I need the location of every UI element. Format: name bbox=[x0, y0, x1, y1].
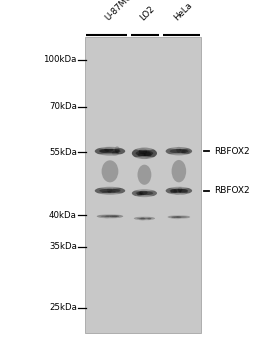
Ellipse shape bbox=[115, 146, 120, 153]
Ellipse shape bbox=[174, 216, 181, 219]
Ellipse shape bbox=[99, 149, 109, 153]
Ellipse shape bbox=[104, 216, 109, 219]
Text: 35kDa: 35kDa bbox=[49, 242, 77, 251]
Ellipse shape bbox=[166, 187, 192, 195]
Ellipse shape bbox=[169, 218, 188, 219]
Ellipse shape bbox=[104, 147, 113, 152]
Ellipse shape bbox=[171, 217, 175, 219]
Text: U-87MG: U-87MG bbox=[104, 0, 135, 23]
Ellipse shape bbox=[135, 219, 153, 221]
Ellipse shape bbox=[181, 151, 186, 154]
Ellipse shape bbox=[99, 149, 121, 153]
Ellipse shape bbox=[146, 218, 151, 220]
Ellipse shape bbox=[99, 189, 121, 193]
Ellipse shape bbox=[170, 189, 188, 193]
Ellipse shape bbox=[176, 147, 181, 153]
Ellipse shape bbox=[101, 191, 111, 194]
Ellipse shape bbox=[97, 154, 123, 157]
Ellipse shape bbox=[136, 150, 153, 156]
Ellipse shape bbox=[101, 160, 118, 182]
Ellipse shape bbox=[134, 146, 155, 150]
Ellipse shape bbox=[97, 214, 123, 218]
Ellipse shape bbox=[101, 215, 119, 217]
Ellipse shape bbox=[168, 186, 190, 189]
Text: LO2: LO2 bbox=[138, 5, 156, 23]
Ellipse shape bbox=[140, 217, 145, 220]
Ellipse shape bbox=[107, 188, 112, 193]
Ellipse shape bbox=[97, 145, 123, 149]
Text: 70kDa: 70kDa bbox=[49, 102, 77, 111]
Text: 25kDa: 25kDa bbox=[49, 303, 77, 313]
Ellipse shape bbox=[139, 148, 147, 154]
Ellipse shape bbox=[139, 218, 146, 220]
Ellipse shape bbox=[95, 187, 125, 195]
Text: 100kDa: 100kDa bbox=[43, 55, 77, 64]
Ellipse shape bbox=[143, 149, 150, 159]
Text: HeLa: HeLa bbox=[173, 1, 194, 23]
Ellipse shape bbox=[171, 216, 187, 218]
Ellipse shape bbox=[168, 153, 190, 157]
Ellipse shape bbox=[148, 218, 151, 220]
Ellipse shape bbox=[99, 217, 121, 219]
Ellipse shape bbox=[138, 164, 151, 185]
Ellipse shape bbox=[134, 195, 155, 198]
Ellipse shape bbox=[135, 216, 153, 217]
Ellipse shape bbox=[138, 152, 146, 158]
Ellipse shape bbox=[138, 193, 144, 196]
Ellipse shape bbox=[137, 192, 142, 197]
Ellipse shape bbox=[144, 152, 152, 158]
Ellipse shape bbox=[168, 193, 190, 196]
Text: 55kDa: 55kDa bbox=[49, 148, 77, 157]
Ellipse shape bbox=[136, 191, 153, 195]
Ellipse shape bbox=[169, 215, 188, 216]
Ellipse shape bbox=[110, 215, 117, 218]
Ellipse shape bbox=[134, 217, 155, 220]
Ellipse shape bbox=[166, 147, 192, 155]
Ellipse shape bbox=[137, 217, 152, 219]
Ellipse shape bbox=[179, 189, 188, 195]
Ellipse shape bbox=[97, 193, 123, 196]
Ellipse shape bbox=[132, 148, 157, 159]
Text: RBFOX2: RBFOX2 bbox=[214, 186, 249, 195]
Text: RBFOX2: RBFOX2 bbox=[214, 147, 249, 156]
Ellipse shape bbox=[139, 191, 143, 195]
Ellipse shape bbox=[172, 160, 186, 182]
Ellipse shape bbox=[174, 188, 181, 195]
Text: 40kDa: 40kDa bbox=[49, 211, 77, 220]
Ellipse shape bbox=[113, 187, 121, 191]
Ellipse shape bbox=[112, 151, 119, 156]
Ellipse shape bbox=[170, 149, 188, 153]
Ellipse shape bbox=[168, 146, 190, 149]
Ellipse shape bbox=[108, 190, 116, 194]
Ellipse shape bbox=[134, 188, 155, 191]
Ellipse shape bbox=[134, 156, 155, 161]
Ellipse shape bbox=[176, 216, 182, 219]
Ellipse shape bbox=[178, 187, 182, 192]
Ellipse shape bbox=[172, 216, 180, 219]
Ellipse shape bbox=[181, 149, 190, 154]
Ellipse shape bbox=[139, 190, 148, 195]
Ellipse shape bbox=[132, 189, 157, 197]
Ellipse shape bbox=[105, 215, 113, 217]
Ellipse shape bbox=[168, 215, 190, 219]
Ellipse shape bbox=[97, 186, 123, 189]
Ellipse shape bbox=[99, 214, 121, 215]
Bar bbox=[85, 37, 201, 332]
Ellipse shape bbox=[95, 147, 125, 156]
Ellipse shape bbox=[179, 147, 188, 151]
Ellipse shape bbox=[112, 215, 119, 217]
Ellipse shape bbox=[170, 189, 177, 194]
